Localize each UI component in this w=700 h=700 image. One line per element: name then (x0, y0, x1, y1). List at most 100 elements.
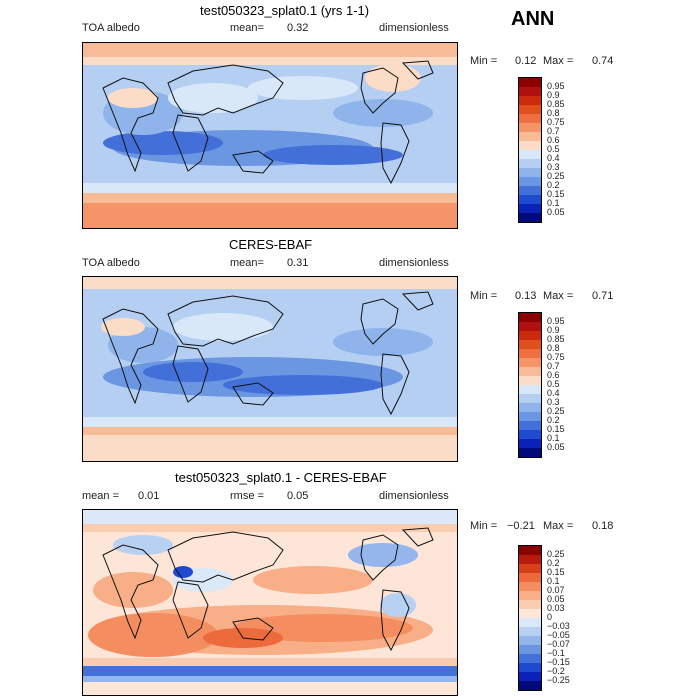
colorbar-swatch (519, 78, 541, 87)
colorbar-swatch (519, 582, 541, 591)
panel3-min-label: Min = (470, 520, 498, 532)
colorbar-label: −0.25 (547, 675, 570, 685)
colorbar-swatch (519, 618, 541, 627)
colorbar-label: 0.3 (547, 162, 560, 172)
panel3-title: test050323_splat0.1 - CERES-EBAF (175, 470, 387, 485)
panel1-min-label: Min = (470, 55, 498, 67)
panel1-mean-label: mean= (230, 22, 264, 34)
colorbar-swatch (519, 141, 541, 150)
colorbar-swatch (519, 672, 541, 681)
colorbar-swatch (519, 150, 541, 159)
panel3-map (82, 509, 458, 696)
colorbar-swatch (519, 322, 541, 331)
colorbar-swatch (519, 340, 541, 349)
colorbar-swatch (519, 105, 541, 114)
colorbar-label: 0.15 (547, 189, 565, 199)
panel2-units: dimensionless (379, 257, 449, 269)
colorbar-label: 0.95 (547, 81, 565, 91)
colorbar-swatch (519, 654, 541, 663)
colorbar-label: 0.25 (547, 549, 565, 559)
colorbar-swatch (519, 591, 541, 600)
panel3-mean-label: mean = (82, 490, 119, 502)
panel1-min-value: 0.12 (515, 55, 537, 67)
colorbar-label: 0.5 (547, 144, 560, 154)
colorbar-label: 0.25 (547, 406, 565, 416)
colorbar-label: 0.9 (547, 90, 560, 100)
colorbar-label: 0.6 (547, 370, 560, 380)
colorbar-swatch (519, 168, 541, 177)
colorbar-swatch (519, 546, 541, 555)
panel3-map-graphic (83, 510, 457, 695)
colorbar-swatch (519, 681, 541, 690)
colorbar-swatch (519, 132, 541, 141)
panel2-min-label: Min = (470, 290, 498, 302)
colorbar-label: 0.4 (547, 153, 560, 163)
panel1-max-value: 0.74 (592, 55, 614, 67)
colorbar-label: 0.2 (547, 415, 560, 425)
panel1-colorbar (518, 77, 542, 223)
panel2-title: CERES-EBAF (229, 237, 313, 252)
colorbar-label: −0.07 (547, 639, 570, 649)
colorbar-label: 0.1 (547, 576, 560, 586)
colorbar-swatch (519, 439, 541, 448)
panel3-units: dimensionless (379, 490, 449, 502)
colorbar-swatch (519, 430, 541, 439)
colorbar-swatch (519, 663, 541, 672)
colorbar-swatch (519, 609, 541, 618)
colorbar-swatch (519, 403, 541, 412)
colorbar-swatch (519, 123, 541, 132)
colorbar-label: 0.4 (547, 388, 560, 398)
colorbar-swatch (519, 96, 541, 105)
colorbar-swatch (519, 186, 541, 195)
panel1-mean-value: 0.32 (287, 22, 309, 34)
colorbar-swatch (519, 195, 541, 204)
colorbar-label: −0.03 (547, 621, 570, 631)
panel1-map (82, 42, 458, 229)
panel1-variable-label: TOA albedo (82, 22, 140, 34)
colorbar-label: 0.2 (547, 180, 560, 190)
colorbar-swatch (519, 114, 541, 123)
colorbar-label: 0.05 (547, 594, 565, 604)
panel2-colorbar (518, 312, 542, 458)
panel2-variable-label: TOA albedo (82, 257, 140, 269)
panel1-map-graphic (83, 43, 457, 228)
colorbar-label: 0.2 (547, 558, 560, 568)
colorbar-swatch (519, 213, 541, 222)
panel3-min-value: −0.21 (507, 520, 535, 532)
colorbar-swatch (519, 358, 541, 367)
colorbar-swatch (519, 448, 541, 457)
colorbar-label: 0.05 (547, 442, 565, 452)
colorbar-label: 0.9 (547, 325, 560, 335)
colorbar-label: 0.15 (547, 424, 565, 434)
colorbar-swatch (519, 376, 541, 385)
colorbar-label: −0.15 (547, 657, 570, 667)
colorbar-swatch (519, 600, 541, 609)
colorbar-swatch (519, 421, 541, 430)
colorbar-swatch (519, 367, 541, 376)
panel2-max-value: 0.71 (592, 290, 614, 302)
colorbar-label: 0.7 (547, 361, 560, 371)
colorbar-label: 0.15 (547, 567, 565, 577)
colorbar-label: 0.1 (547, 198, 560, 208)
colorbar-label: −0.05 (547, 630, 570, 640)
colorbar-swatch (519, 331, 541, 340)
colorbar-swatch (519, 627, 541, 636)
colorbar-label: 0 (547, 612, 553, 622)
colorbar-swatch (519, 87, 541, 96)
panel2-mean-value: 0.31 (287, 257, 309, 269)
colorbar-label: 0.3 (547, 397, 560, 407)
colorbar-swatch (519, 555, 541, 564)
colorbar-label: 0.8 (547, 343, 560, 353)
panel1-units: dimensionless (379, 22, 449, 34)
colorbar-swatch (519, 636, 541, 645)
colorbar-label: 0.75 (547, 117, 565, 127)
colorbar-label: 0.25 (547, 171, 565, 181)
colorbar-label: 0.85 (547, 334, 565, 344)
colorbar-label: 0.07 (547, 585, 565, 595)
colorbar-label: −0.2 (547, 666, 565, 676)
panel1-title: test050323_splat0.1 (yrs 1-1) (200, 3, 370, 18)
colorbar-label: 0.95 (547, 316, 565, 326)
colorbar-swatch (519, 313, 541, 322)
colorbar-label: 0.03 (547, 603, 565, 613)
panel3-max-value: 0.18 (592, 520, 614, 532)
